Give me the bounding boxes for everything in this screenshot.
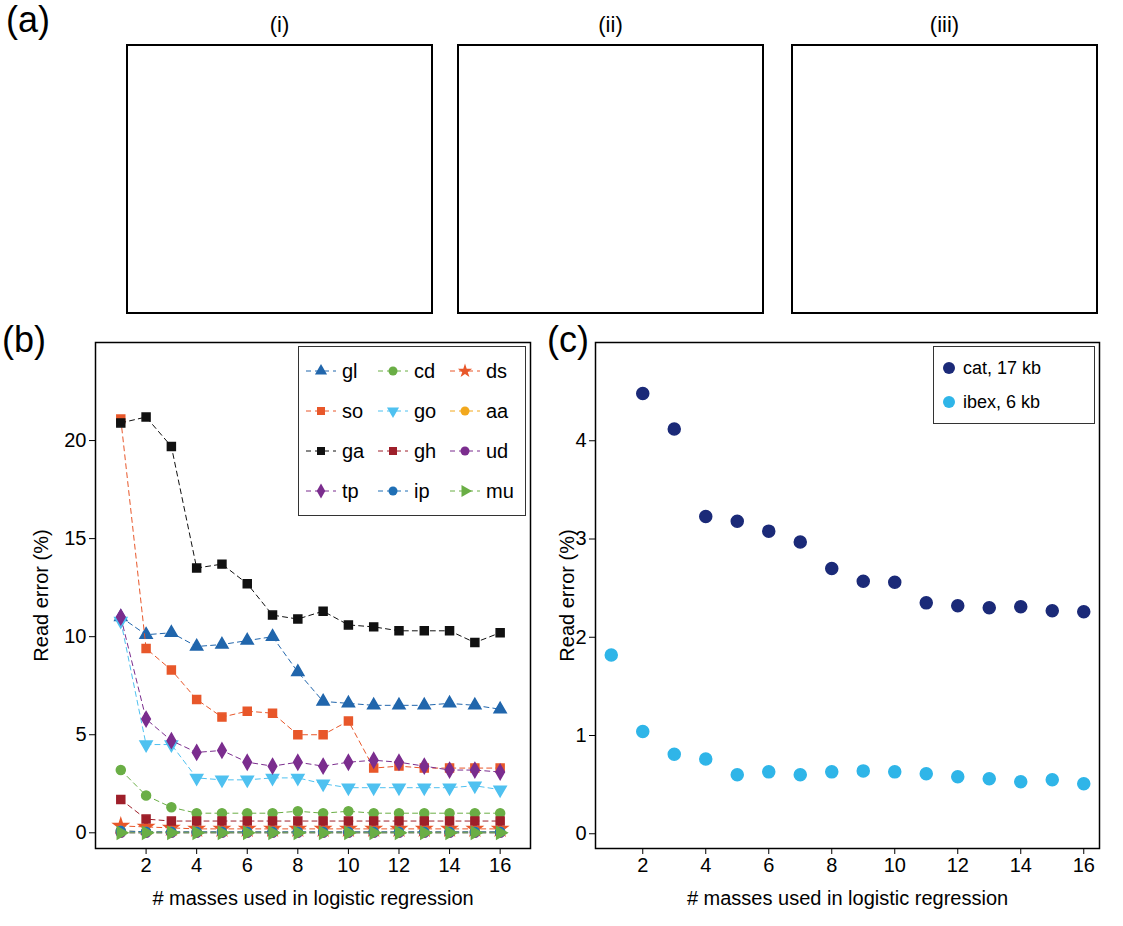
svg-text:16: 16 bbox=[489, 854, 511, 876]
svg-text:14: 14 bbox=[1010, 854, 1032, 876]
svg-text:4: 4 bbox=[191, 854, 202, 876]
svg-text:gh: gh bbox=[414, 440, 436, 462]
html-text:(b): (b) bbox=[2, 319, 46, 360]
svg-text:12: 12 bbox=[947, 854, 969, 876]
svg-text:5: 5 bbox=[75, 723, 86, 745]
svg-text:8: 8 bbox=[292, 854, 303, 876]
svg-text:4: 4 bbox=[575, 429, 586, 451]
svg-text:Read error (%): Read error (%) bbox=[30, 529, 52, 661]
svg-text:8: 8 bbox=[826, 854, 837, 876]
svg-text:10: 10 bbox=[64, 625, 86, 647]
svg-text:2: 2 bbox=[575, 625, 587, 648]
svg-text:3: 3 bbox=[575, 527, 587, 550]
svg-text:10: 10 bbox=[337, 854, 359, 876]
html-text:(c): (c) bbox=[547, 319, 589, 360]
svg-text:ip: ip bbox=[414, 480, 430, 502]
svg-text:Read error (%): Read error (%) bbox=[556, 529, 578, 661]
svg-text:2: 2 bbox=[141, 854, 152, 876]
svg-text:(i): (i) bbox=[270, 12, 290, 37]
svg-text:so: so bbox=[342, 400, 363, 422]
svg-text:cat, 17 kb: cat, 17 kb bbox=[963, 358, 1041, 378]
svg-text:ibex, 6 kb: ibex, 6 kb bbox=[963, 392, 1040, 412]
svg-text:ud: ud bbox=[486, 440, 508, 462]
svg-text:16: 16 bbox=[1073, 854, 1095, 876]
svg-text:cd: cd bbox=[414, 360, 435, 382]
svg-text:gl: gl bbox=[342, 360, 358, 382]
svg-text:15: 15 bbox=[64, 527, 86, 549]
svg-text:(ii): (ii) bbox=[598, 12, 622, 37]
svg-text:ds: ds bbox=[486, 360, 507, 382]
svg-text:# masses used in logistic regr: # masses used in logistic regression bbox=[152, 887, 473, 909]
svg-text:10: 10 bbox=[884, 854, 906, 876]
svg-text:4: 4 bbox=[700, 854, 711, 876]
svg-text:# masses used in logistic regr: # masses used in logistic regression bbox=[687, 887, 1008, 909]
svg-text:mu: mu bbox=[486, 480, 514, 502]
html-text:(a): (a) bbox=[6, 0, 50, 40]
svg-text:2: 2 bbox=[637, 854, 648, 876]
svg-text:0: 0 bbox=[575, 822, 586, 844]
svg-text:20: 20 bbox=[64, 429, 86, 451]
svg-text:ga: ga bbox=[342, 440, 365, 462]
svg-text:6: 6 bbox=[242, 854, 253, 876]
svg-text:go: go bbox=[414, 400, 436, 422]
svg-text:12: 12 bbox=[388, 854, 410, 876]
svg-text:14: 14 bbox=[438, 854, 460, 876]
svg-text:0: 0 bbox=[75, 821, 86, 843]
svg-text:1: 1 bbox=[575, 724, 586, 746]
svg-text:tp: tp bbox=[342, 480, 359, 502]
svg-text:(iii): (iii) bbox=[930, 12, 959, 37]
svg-text:aa: aa bbox=[486, 400, 509, 422]
svg-text:6: 6 bbox=[763, 854, 774, 876]
